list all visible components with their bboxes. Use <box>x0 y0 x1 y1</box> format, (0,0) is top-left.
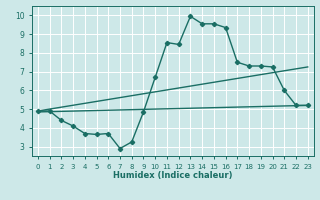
X-axis label: Humidex (Indice chaleur): Humidex (Indice chaleur) <box>113 171 233 180</box>
